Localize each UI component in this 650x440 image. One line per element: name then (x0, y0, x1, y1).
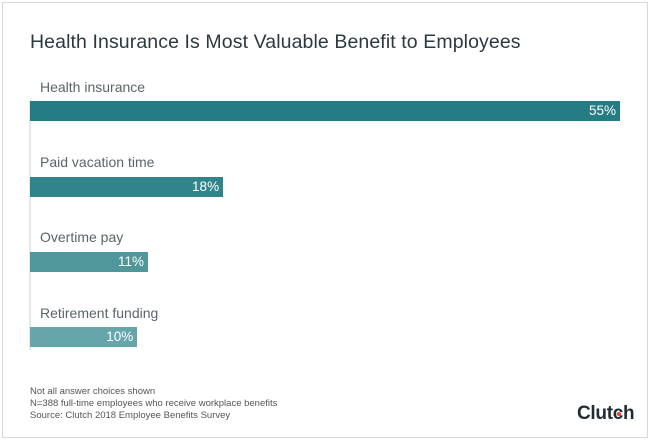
data-label: 10% (106, 329, 134, 344)
bar: 10% (30, 327, 138, 347)
footnote: Source: Clutch 2018 Employee Benefits Su… (30, 410, 231, 421)
data-label: 55% (588, 103, 616, 118)
category-label: Retirement funding (40, 305, 159, 321)
bar: 55% (30, 101, 620, 121)
clutch-logo: Clutch (577, 403, 635, 424)
footnote: N=388 full-time employees who receive wo… (30, 398, 278, 409)
category-label: Health insurance (40, 79, 146, 95)
y-axis-line (29, 100, 31, 350)
bar: 11% (30, 252, 148, 272)
footnote: Not all answer choices shown (30, 386, 156, 397)
data-label: 11% (117, 254, 144, 269)
data-label: 18% (192, 179, 220, 194)
bar: 18% (30, 177, 224, 197)
category-label: Overtime pay (40, 229, 124, 245)
footnotes: Not all answer choices shown N=388 full-… (30, 386, 277, 422)
chart-title: Health Insurance Is Most Valuable Benefi… (30, 31, 521, 53)
category-label: Paid vacation time (40, 154, 155, 170)
